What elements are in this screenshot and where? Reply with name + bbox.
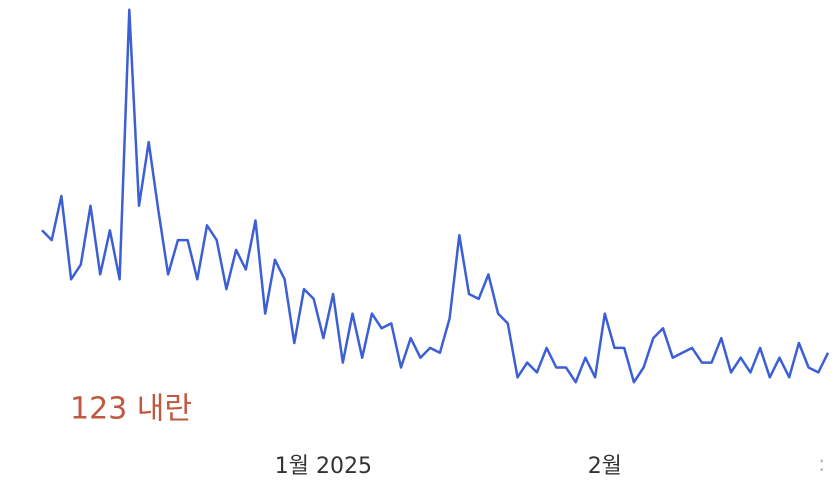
edge-label: : xyxy=(818,452,825,477)
x-tick-label: 1월 2025 xyxy=(275,454,372,479)
series-line xyxy=(41,8,830,384)
annotation: 123 내란 xyxy=(70,392,192,427)
x-tick-label: 2월 xyxy=(588,454,622,479)
